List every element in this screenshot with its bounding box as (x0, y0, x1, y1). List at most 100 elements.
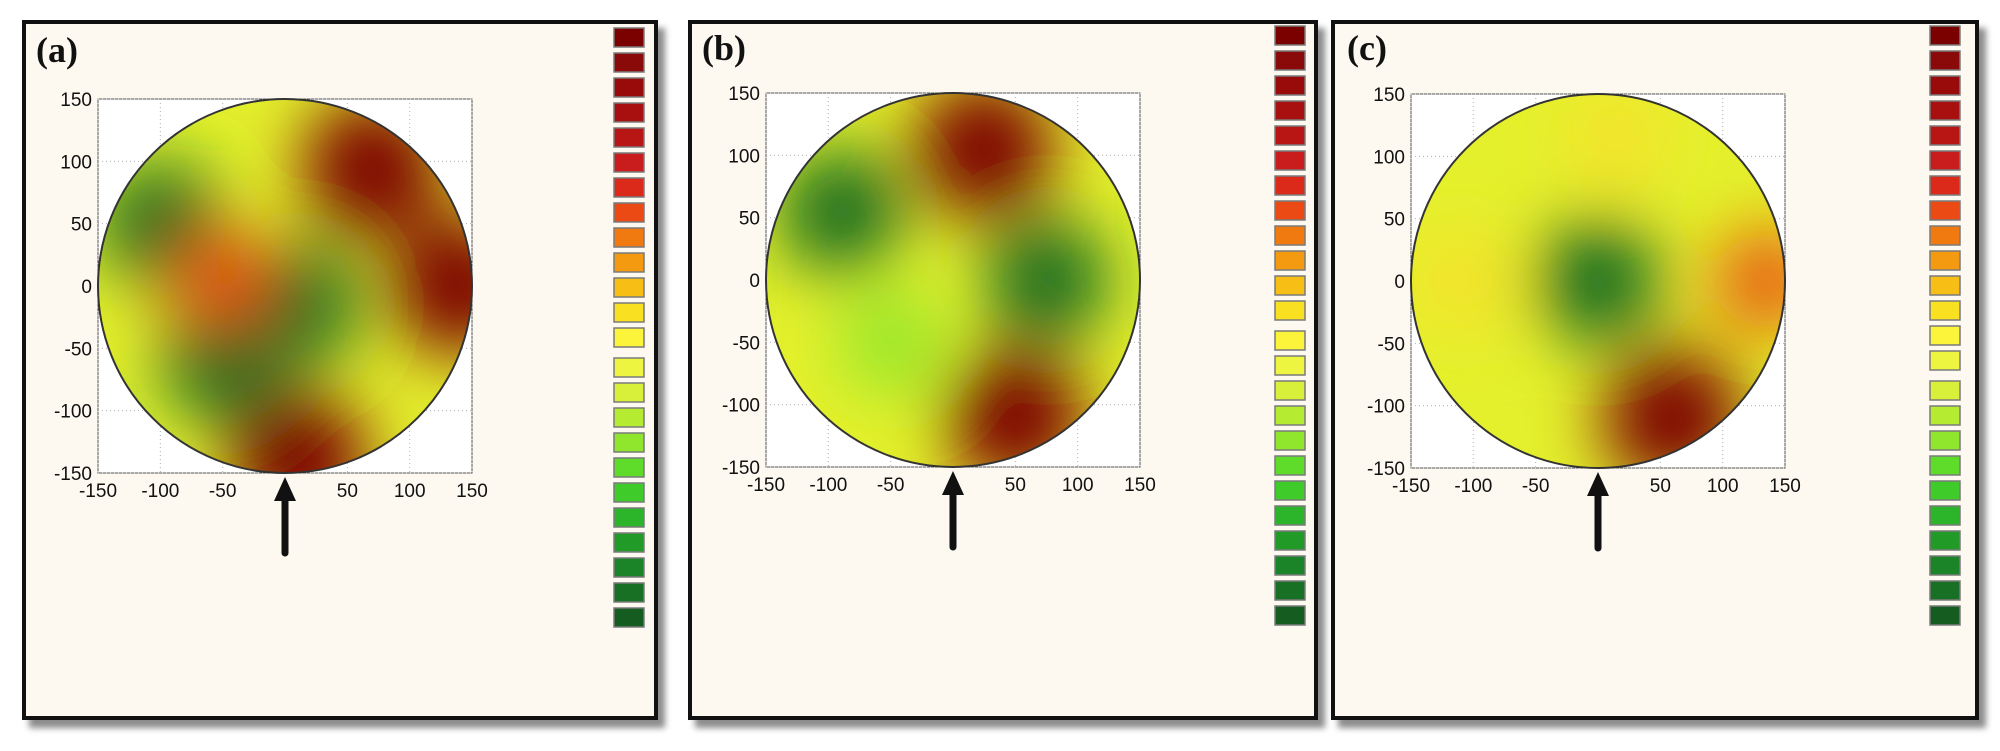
legend-swatch (613, 302, 645, 323)
legend-swatch (1274, 455, 1306, 476)
legend-swatch (613, 152, 645, 173)
legend-swatch (613, 557, 645, 578)
y-tick-label: 50 (1384, 210, 1405, 231)
legend-swatch (613, 252, 645, 273)
legend-swatch (613, 177, 645, 198)
x-tick-label: 150 (456, 481, 488, 502)
legend-swatch (1929, 580, 1961, 601)
x-tick-label: 100 (1707, 476, 1739, 497)
x-tick-label: -150 (1392, 476, 1430, 497)
circle-boundary (765, 92, 1141, 468)
legend-swatch (1274, 275, 1306, 296)
y-tick-label: -50 (1378, 334, 1405, 355)
y-tick-label: -50 (733, 333, 760, 354)
legend-swatch (613, 27, 645, 48)
y-tick-label: -50 (65, 339, 92, 360)
x-tick-label: 150 (1769, 476, 1801, 497)
legend-swatch (613, 507, 645, 528)
legend-swatch (1274, 505, 1306, 526)
legend-swatch (1929, 150, 1961, 171)
x-tick-label: -150 (747, 475, 785, 496)
contour-chart-b: -150-100-50050100150150100500-50-100-150… (702, 25, 1306, 626)
x-tick-label: -50 (877, 475, 904, 496)
legend-swatch (1274, 250, 1306, 271)
y-tick-label: 100 (60, 152, 92, 173)
y-tick-label: 100 (728, 146, 760, 167)
y-tick-label: 50 (71, 215, 92, 236)
y-tick-label: -150 (722, 458, 760, 479)
legend-swatch (1929, 300, 1961, 321)
legend-swatch (1274, 50, 1306, 71)
y-tick-label: 150 (1373, 85, 1405, 106)
contour-field (98, 99, 472, 473)
legend-swatch (1274, 225, 1306, 246)
contour-chart-a: -150-100-50050100150150100500-50-100-150… (36, 27, 645, 628)
legend-swatch (1929, 225, 1961, 246)
legend-swatch (1274, 555, 1306, 576)
x-tick-label: -100 (1454, 476, 1492, 497)
x-tick-label: -50 (1522, 476, 1549, 497)
legend-swatch (1274, 25, 1306, 46)
legend-swatch (1274, 530, 1306, 551)
legend-swatch (613, 127, 645, 148)
panel-a: -150-100-50050100150150100500-50-100-150… (22, 20, 658, 720)
y-tick-label: 0 (81, 277, 92, 298)
arrow-icon (1587, 472, 1609, 552)
hotspot-low (1536, 219, 1660, 343)
y-tick-label: -150 (1367, 459, 1405, 480)
legend-swatch (1929, 380, 1961, 401)
legend-swatch (1274, 580, 1306, 601)
legend-swatch (1274, 480, 1306, 501)
legend-swatch (1929, 25, 1961, 46)
legend-swatch (613, 382, 645, 403)
legend-swatch (1929, 50, 1961, 71)
panel-label: (b) (702, 28, 746, 68)
hotspot-mid-high (1716, 231, 1785, 331)
legend-swatch (1929, 275, 1961, 296)
hotspot-low (778, 149, 903, 274)
hotspot-mid (1566, 94, 1667, 188)
hotspot-mid (1411, 231, 1511, 331)
hotspot-high (227, 390, 368, 473)
circle-boundary (1410, 93, 1786, 469)
legend-swatch (1274, 100, 1306, 121)
hotspot-low-mid (840, 292, 941, 393)
hotspot-high (914, 93, 1055, 220)
x-tick-label: 100 (394, 481, 426, 502)
hotspot-low (984, 218, 1109, 342)
field-blobs (98, 99, 472, 473)
legend-swatch (1274, 605, 1306, 626)
x-tick-label: -50 (209, 481, 236, 502)
x-tick-label: 100 (1062, 475, 1094, 496)
hotspot-high (389, 216, 472, 356)
legend-swatch (1274, 355, 1306, 376)
legend-swatch (613, 457, 645, 478)
y-tick-label: 50 (739, 209, 760, 230)
legend-swatch (1929, 505, 1961, 526)
legend-swatch (1929, 430, 1961, 451)
x-tick-label: -100 (809, 475, 847, 496)
legend-swatch (1929, 250, 1961, 271)
arrow-icon (274, 477, 296, 557)
legend-swatch (613, 202, 645, 223)
x-tick-label: 50 (1005, 475, 1026, 496)
hotspot-mid-high (172, 229, 273, 330)
y-tick-label: 150 (60, 90, 92, 111)
legend-swatch (613, 607, 645, 628)
color-legend: ...A (1929, 25, 1961, 626)
legend-swatch (1274, 200, 1306, 221)
legend-swatch (1929, 125, 1961, 146)
x-tick-label: 50 (1650, 476, 1671, 497)
y-tick-label: -150 (54, 464, 92, 485)
legend-swatch (1929, 405, 1961, 426)
color-legend: ...A (613, 27, 645, 628)
y-tick-label: -100 (1367, 397, 1405, 418)
legend-swatch (613, 102, 645, 123)
legend-swatch (1274, 300, 1306, 321)
x-tick-label: -100 (141, 481, 179, 502)
legend-swatch (1929, 325, 1961, 346)
legend-swatch (1929, 455, 1961, 476)
legend-swatch (613, 52, 645, 73)
panel-b: -150-100-50050100150150100500-50-100-150… (688, 20, 1318, 720)
legend-swatch (1274, 75, 1306, 96)
